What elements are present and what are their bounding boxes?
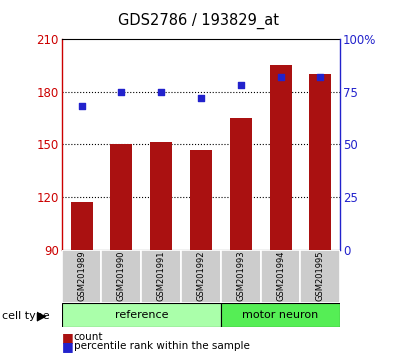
Text: ■: ■ [62,340,74,353]
Text: ▶: ▶ [37,309,47,322]
Text: GSM201991: GSM201991 [157,251,166,301]
Text: GSM201995: GSM201995 [316,251,325,301]
Bar [111,144,132,250]
FancyBboxPatch shape [300,250,340,303]
FancyBboxPatch shape [181,250,221,303]
FancyBboxPatch shape [261,250,300,303]
Text: GDS2786 / 193829_at: GDS2786 / 193829_at [119,12,279,29]
Bar [270,65,291,250]
Point [118,89,125,95]
Text: GSM201992: GSM201992 [197,251,205,301]
Bar [190,149,212,250]
Bar [150,143,172,250]
Point [277,74,284,80]
FancyBboxPatch shape [221,303,340,327]
Text: GSM201993: GSM201993 [236,251,245,302]
FancyBboxPatch shape [62,303,221,327]
Bar [230,118,252,250]
Text: reference: reference [115,310,168,320]
Bar [310,74,332,250]
Text: GSM201990: GSM201990 [117,251,126,301]
Point [238,82,244,88]
Text: ■: ■ [62,331,74,344]
Bar [71,202,92,250]
Text: count: count [74,332,103,342]
FancyBboxPatch shape [141,250,181,303]
FancyBboxPatch shape [101,250,141,303]
Text: percentile rank within the sample: percentile rank within the sample [74,341,250,351]
Point [78,103,85,109]
FancyBboxPatch shape [62,250,101,303]
FancyBboxPatch shape [221,250,261,303]
Point [317,74,324,80]
Point [158,89,164,95]
Text: GSM201989: GSM201989 [77,251,86,302]
Text: motor neuron: motor neuron [242,310,319,320]
Text: cell type: cell type [2,311,50,321]
Text: GSM201994: GSM201994 [276,251,285,301]
Point [198,95,204,101]
